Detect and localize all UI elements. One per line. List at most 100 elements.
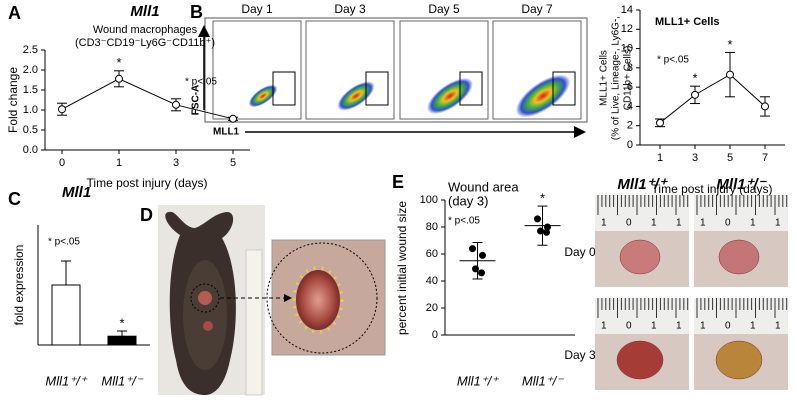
mouse-photo	[158, 205, 386, 396]
flow-cloud	[248, 84, 278, 108]
ruler-label: 1	[750, 321, 756, 332]
flow-gate	[272, 71, 296, 106]
y-axis-label: CD11b+ Cells)	[623, 46, 634, 111]
data-point	[58, 105, 66, 114]
x-axis-label: Time post injury (days)	[87, 176, 208, 190]
y-axis-label: percent initial wound size	[395, 201, 409, 335]
y-tick-label: 100	[420, 194, 438, 206]
y-tick-label: 2.5	[23, 44, 38, 56]
chart-title: MLL1+ Cells	[655, 16, 720, 28]
y-tick-label: 0.0	[23, 144, 38, 156]
ruler-label: 1	[651, 218, 657, 229]
flow-day-label: Day 7	[521, 2, 553, 16]
y-axis-label: Fold change	[6, 67, 20, 133]
y-tick-label: 6	[627, 81, 633, 93]
flow-day-label: Day 5	[428, 2, 460, 16]
significance-star: *	[540, 191, 545, 206]
flow-day-label: Day 1	[241, 2, 273, 16]
data-point	[478, 269, 485, 277]
y-tick-label: 10	[621, 42, 633, 54]
flow-gate	[552, 71, 576, 106]
x-tick-label: Mll1⁺/⁺	[457, 373, 499, 388]
ruler-label: 1	[700, 218, 706, 229]
flow-gate	[459, 71, 483, 106]
panel-letter: B	[190, 2, 203, 22]
chart-subtitle: (CD3⁻CD19⁻Ly6G⁻CD11b⁺)	[75, 37, 215, 49]
flow-day-label: Day 3	[334, 2, 366, 16]
data-point	[115, 74, 123, 83]
data-point	[726, 70, 734, 79]
panel-letter: D	[140, 205, 153, 225]
significance-star: *	[727, 37, 732, 52]
column-label: Mll1⁺/⁻	[716, 176, 767, 193]
x-tick-label: Mll1⁺/⁻	[522, 373, 564, 388]
data-point	[691, 90, 699, 99]
x-tick-label: 7	[762, 152, 768, 164]
flow-x-label: MLL1	[213, 127, 240, 138]
data-point	[534, 215, 541, 223]
x-tick-label: 3	[692, 152, 698, 164]
ruler	[595, 195, 689, 231]
data-point	[469, 245, 476, 253]
chart-title: Mll1	[130, 3, 159, 20]
series-line	[61, 78, 234, 120]
flow-cloud	[515, 74, 571, 118]
data-point	[543, 228, 550, 236]
x-tick-label: 5	[727, 152, 733, 164]
panel-letter: A	[8, 3, 21, 23]
ruler-label: 1	[775, 218, 781, 229]
data-point	[761, 102, 769, 111]
data-point	[172, 100, 180, 109]
data-point	[229, 114, 237, 123]
ruler-label: 1	[601, 321, 607, 332]
ruler-label: 1	[750, 218, 756, 229]
chart-title: (day 3)	[448, 193, 488, 208]
flow-gate	[365, 71, 389, 106]
x-tick-label: Mll1⁺/⁺	[45, 373, 87, 388]
annotation: * p<.05	[48, 237, 80, 248]
annotation: * p<.05	[185, 77, 217, 88]
ruler	[694, 195, 788, 231]
x-axis-label: Time post injury (days)	[652, 182, 773, 196]
x-tick-label: 1	[116, 157, 122, 169]
row-label: Day 0	[564, 245, 596, 259]
x-tick-label: Mll1⁺/⁻	[101, 373, 143, 388]
flow-cloud	[337, 81, 375, 111]
chart-title: Mll1	[62, 184, 91, 201]
ruler	[595, 298, 689, 334]
ruler-label: 1	[700, 321, 706, 332]
y-tick-label: 2.0	[23, 64, 38, 76]
x-tick-label: 0	[59, 157, 65, 169]
flow-frame	[204, 17, 588, 123]
ruler	[694, 298, 788, 334]
wound	[715, 340, 763, 380]
y-tick-label: 80	[426, 221, 438, 233]
y-tick-label: 2	[627, 120, 633, 132]
annotation: * p<.05	[657, 55, 689, 66]
bar	[51, 284, 81, 346]
ruler-label: 1	[651, 321, 657, 332]
data-point	[479, 251, 486, 259]
y-tick-label: 1.5	[23, 84, 38, 96]
y-tick-label: 0	[627, 139, 633, 151]
y-tick-label: 20	[426, 302, 438, 314]
ruler-label: 0	[725, 218, 731, 229]
bar	[107, 335, 137, 346]
y-tick-label: 4	[627, 100, 633, 112]
x-tick-label: 3	[173, 157, 179, 169]
y-axis-label: MLL1+ Cells	[599, 50, 610, 106]
panel-letter: C	[8, 189, 21, 209]
y-tick-label: 40	[426, 275, 438, 287]
y-tick-label: 12	[621, 23, 633, 35]
ruler-label: 0	[626, 218, 632, 229]
ruler-label: 0	[626, 321, 632, 332]
x-tick-label: 1	[657, 152, 663, 164]
ruler-label: 1	[601, 218, 607, 229]
x-tick-label: 5	[230, 157, 236, 169]
significance-star: *	[692, 71, 697, 86]
y-tick-label: 8	[627, 62, 633, 74]
y-tick-label: 60	[426, 248, 438, 260]
series-line	[659, 73, 766, 124]
flow-plots: Day 1 Day 3 Day 5 Day 7	[212, 2, 582, 120]
